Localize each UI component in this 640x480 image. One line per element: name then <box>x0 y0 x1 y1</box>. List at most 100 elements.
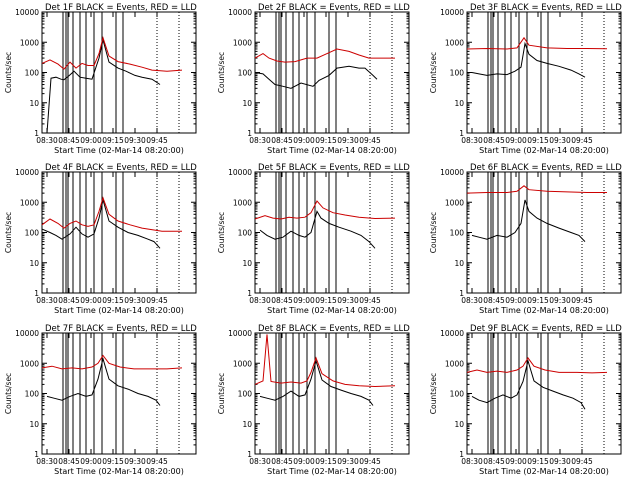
y-tick-label: 10000 <box>228 8 252 17</box>
panel-det-7: Det 7F BLACK = Events, RED = LLD 1 10 100 10… <box>4 324 197 476</box>
x-tick-label: 08:45 <box>271 296 293 305</box>
x-tick-label: 09:00 <box>505 136 527 145</box>
y-axis-title: Counts/sec <box>217 52 226 93</box>
y-tick-label: 1 <box>459 129 464 138</box>
x-tick-label: 09:45 <box>571 296 593 305</box>
plot-frame <box>41 11 197 134</box>
x-tick-label: 09:00 <box>80 296 102 305</box>
series-line-lld <box>254 334 396 388</box>
y-tick-label: 10000 <box>440 329 464 338</box>
x-tick-label: 09:00 <box>505 296 527 305</box>
panel-title: Det 9F BLACK = Events, RED = LLD <box>470 324 622 334</box>
y-tick-label: 1 <box>247 450 252 459</box>
plot-frame <box>41 171 197 294</box>
x-tick-label: 09:45 <box>571 136 593 145</box>
y-tick-label: 100 <box>238 69 253 78</box>
x-tick-label: 09:45 <box>146 296 168 305</box>
x-tick-label: 09:30 <box>124 296 146 305</box>
x-tick-label: 08:30 <box>36 136 58 145</box>
y-tick-label: 1000 <box>445 359 464 368</box>
x-axis-title: Start Time (02-Mar-14 08:20:00) <box>479 467 609 476</box>
x-axis-title: Start Time (02-Mar-14 08:20:00) <box>54 467 184 476</box>
series-line-events <box>471 199 586 242</box>
x-tick-label: 08:30 <box>461 296 483 305</box>
x-tick-label: 09:30 <box>337 296 359 305</box>
panel-det-2: Det 2F BLACK = Events, RED = LLD 1 10 100 10… <box>217 3 410 155</box>
x-tick-label: 09:30 <box>337 136 359 145</box>
y-axis-title: Counts/sec <box>4 212 13 253</box>
panel-title: Det 3F BLACK = Events, RED = LLD <box>470 3 622 13</box>
x-tick-label: 09:15 <box>315 136 337 145</box>
x-axis-title: Start Time (02-Mar-14 08:20:00) <box>267 467 397 476</box>
x-tick-label: 09:30 <box>549 296 571 305</box>
x-tick-label: 09:15 <box>527 296 549 305</box>
series-line-events <box>46 39 161 134</box>
y-tick-label: 10 <box>29 420 39 429</box>
y-tick-label: 10 <box>454 420 464 429</box>
panel-det-1: Det 1F BLACK = Events, RED = LLD 1 10 100 10… <box>4 3 197 155</box>
y-tick-label: 10 <box>242 420 252 429</box>
x-tick-label: 09:15 <box>315 457 337 466</box>
panel-det-4: Det 4F BLACK = Events, RED = LLD 1 10 100 10… <box>4 163 197 315</box>
y-tick-label: 10 <box>454 99 464 108</box>
x-tick-label: 09:00 <box>80 457 102 466</box>
x-tick-label: 08:30 <box>461 136 483 145</box>
y-tick-label: 1000 <box>20 38 39 47</box>
y-tick-label: 1 <box>34 450 39 459</box>
panel-title: Det 2F BLACK = Events, RED = LLD <box>258 3 410 13</box>
y-tick-label: 10000 <box>15 8 39 17</box>
panel-title: Det 4F BLACK = Events, RED = LLD <box>45 163 197 173</box>
y-tick-label: 1000 <box>233 359 252 368</box>
x-tick-label: 09:15 <box>315 296 337 305</box>
x-tick-label: 09:30 <box>124 136 146 145</box>
x-axis-title: Start Time (02-Mar-14 08:20:00) <box>479 306 609 315</box>
x-axis-title: Start Time (02-Mar-14 08:20:00) <box>479 146 609 155</box>
y-axis-title: Counts/sec <box>217 212 226 253</box>
x-tick-label: 09:15 <box>527 136 549 145</box>
x-tick-label: 08:30 <box>249 457 271 466</box>
y-tick-label: 100 <box>450 229 465 238</box>
panel-det-6: Det 6F BLACK = Events, RED = LLD 1 10 100 10… <box>429 163 622 315</box>
x-axis-title: Start Time (02-Mar-14 08:20:00) <box>267 306 397 315</box>
y-axis-title: Counts/sec <box>4 373 13 414</box>
y-tick-label: 1000 <box>20 198 39 207</box>
x-tick-label: 09:15 <box>527 457 549 466</box>
panel-det-8: Det 8F BLACK = Events, RED = LLD 1 10 100 10… <box>217 324 410 476</box>
series-line-lld <box>41 354 183 370</box>
x-tick-label: 09:00 <box>505 457 527 466</box>
y-tick-label: 1 <box>247 129 252 138</box>
y-tick-label: 10 <box>29 99 39 108</box>
x-tick-label: 08:45 <box>483 457 505 466</box>
y-tick-label: 1 <box>34 289 39 298</box>
x-tick-label: 09:30 <box>549 136 571 145</box>
y-tick-label: 10000 <box>440 8 464 17</box>
x-tick-label: 09:45 <box>571 457 593 466</box>
series-line-lld <box>466 356 608 374</box>
y-tick-label: 1 <box>459 450 464 459</box>
series-line-lld <box>41 36 183 72</box>
x-tick-label: 08:45 <box>58 136 80 145</box>
x-tick-label: 08:45 <box>271 457 293 466</box>
x-tick-label: 08:45 <box>483 296 505 305</box>
series-line-events <box>254 65 378 89</box>
y-tick-label: 10 <box>29 259 39 268</box>
panel-title: Det 1F BLACK = Events, RED = LLD <box>45 3 197 13</box>
panel-det-3: Det 3F BLACK = Events, RED = LLD 1 10 100 10… <box>429 3 622 155</box>
y-tick-label: 1 <box>247 289 252 298</box>
series-line-events <box>259 210 376 249</box>
plot-frame <box>466 171 622 294</box>
x-tick-label: 09:15 <box>102 296 124 305</box>
x-tick-label: 08:30 <box>249 296 271 305</box>
panel-title: Det 5F BLACK = Events, RED = LLD <box>258 163 410 173</box>
x-tick-label: 08:30 <box>249 136 271 145</box>
x-tick-label: 09:30 <box>337 457 359 466</box>
y-tick-label: 10000 <box>228 329 252 338</box>
y-tick-label: 100 <box>238 390 253 399</box>
x-tick-label: 09:00 <box>293 136 315 145</box>
plot-frame <box>466 11 622 134</box>
y-axis-title: Counts/sec <box>429 52 438 93</box>
x-tick-label: 08:45 <box>271 136 293 145</box>
y-tick-label: 1000 <box>233 38 252 47</box>
x-tick-label: 08:45 <box>58 457 80 466</box>
